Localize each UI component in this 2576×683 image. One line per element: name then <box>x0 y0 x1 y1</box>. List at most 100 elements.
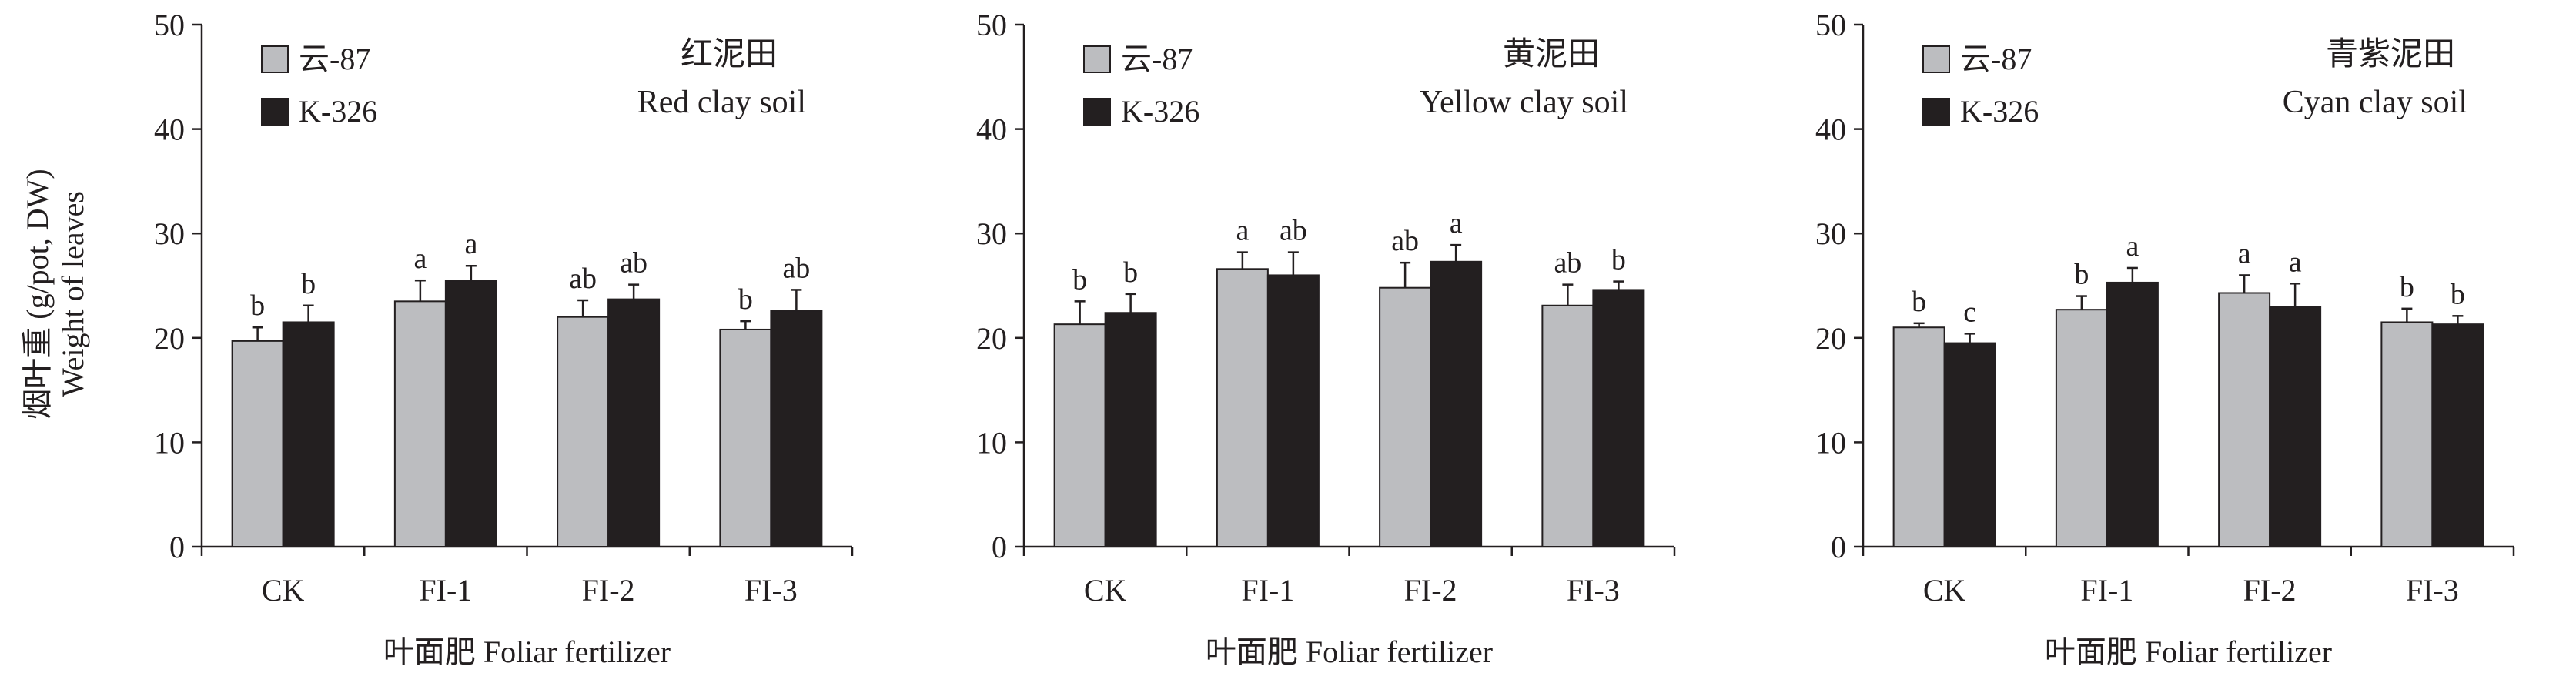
x-tick-label: FI-2 <box>2243 573 2297 608</box>
y-tick-label: 0 <box>992 530 1007 564</box>
panel-title-en: Cyan clay soil <box>2283 85 2467 120</box>
x-axis-title: 叶面肥 Foliar fertilizer <box>383 634 671 669</box>
panel-title-en: Red clay soil <box>637 85 806 120</box>
significance-letter: ab <box>782 252 810 284</box>
y-tick-label: 40 <box>1815 112 1846 147</box>
significance-letter: b <box>250 290 265 322</box>
panel-title-cn: 红泥田 <box>681 37 778 72</box>
bar-yun87 <box>1216 268 1269 547</box>
x-tick-label: FI-1 <box>1241 573 1294 608</box>
legend-swatch <box>1083 45 1111 73</box>
panel-title-en: Yellow clay soil <box>1420 85 1628 120</box>
x-tick-label: CK <box>262 573 305 608</box>
significance-letter: b <box>1912 286 1926 318</box>
bar-k326 <box>2431 323 2484 547</box>
panel-title-cn: 青紫泥田 <box>2326 37 2455 72</box>
y-tick-label: 50 <box>154 8 185 42</box>
y-tick-label: 10 <box>976 425 1007 460</box>
legend-label: 云-87 <box>299 42 370 76</box>
panel-title-cn: 黄泥田 <box>1503 37 1600 72</box>
bar-k326 <box>1266 274 1320 547</box>
y-tick-label: 20 <box>1815 321 1846 356</box>
x-axis-title: 叶面肥 Foliar fertilizer <box>1206 634 1493 669</box>
significance-letter: a <box>2238 237 2251 270</box>
x-tick-label: CK <box>1923 573 1966 608</box>
y-tick-label: 0 <box>169 530 185 564</box>
y-tick-label: 40 <box>976 112 1007 147</box>
legend-label: K-326 <box>1121 94 1199 129</box>
x-tick-label: FI-3 <box>2406 573 2459 608</box>
bar-k326 <box>2106 281 2159 547</box>
significance-letter: b <box>1611 244 1626 276</box>
x-tick-label: FI-1 <box>419 573 472 608</box>
significance-letter: b <box>2074 259 2089 291</box>
significance-letter: ab <box>569 263 597 295</box>
bar-yun87 <box>2380 321 2434 547</box>
bar-yun87 <box>1541 304 1594 547</box>
y-tick-label: 20 <box>154 321 185 356</box>
significance-letter: b <box>1072 263 1087 296</box>
significance-letter: a <box>1236 215 1249 247</box>
significance-letter: b <box>738 283 753 316</box>
bar-yun87 <box>557 316 610 547</box>
legend-swatch <box>261 98 289 126</box>
bar-k326 <box>282 321 335 547</box>
significance-letter: a <box>1450 207 1463 239</box>
y-tick-label: 30 <box>1815 216 1846 251</box>
bar-yun87 <box>2218 292 2271 547</box>
significance-letter: a <box>2126 230 2139 263</box>
y-tick-label: 10 <box>154 425 185 460</box>
x-tick-label: FI-2 <box>1404 573 1457 608</box>
y-tick-label: 50 <box>976 8 1007 42</box>
y-axis-title: 烟叶重 (g/pot, DW) Weight of leaves <box>20 169 90 420</box>
significance-letter: c <box>1963 296 1976 328</box>
y-tick-label: 0 <box>1831 530 1846 564</box>
bar-yun87 <box>1053 323 1106 547</box>
bar-yun87 <box>1892 326 1945 547</box>
x-tick-label: FI-2 <box>582 573 635 608</box>
significance-letter: a <box>464 228 477 260</box>
legend-swatch <box>261 45 289 73</box>
y-tick-label: 20 <box>976 321 1007 356</box>
x-tick-label: FI-3 <box>1567 573 1620 608</box>
bar-k326 <box>1104 312 1157 547</box>
significance-letter: a <box>413 243 427 275</box>
bar-k326 <box>2269 306 2322 547</box>
significance-letter: a <box>2289 246 2302 278</box>
bar-k326 <box>444 280 497 547</box>
bar-k326 <box>607 298 661 547</box>
y-tick-label: 30 <box>976 216 1007 251</box>
bar-k326 <box>1430 260 1483 547</box>
legend-swatch <box>1922 45 1950 73</box>
bar-k326 <box>770 310 823 547</box>
significance-letter: b <box>301 268 316 300</box>
x-tick-label: FI-3 <box>744 573 798 608</box>
chart-panel-3: 0 10 20 30 40 50 CK b c FI-1 b a FI-2 a a FI-3 b b 叶面肥 Fol… <box>1815 8 2515 669</box>
y-tick-label: 50 <box>1815 8 1846 42</box>
significance-letter: ab <box>1391 225 1419 257</box>
significance-letter: ab <box>1554 247 1581 280</box>
bar-yun87 <box>393 300 447 547</box>
x-axis-title: 叶面肥 Foliar fertilizer <box>2045 634 2332 669</box>
y-tick-label: 30 <box>154 216 185 251</box>
legend-label: K-326 <box>1960 94 2039 129</box>
significance-letter: ab <box>1280 215 1307 247</box>
bar-k326 <box>1592 289 1645 547</box>
x-tick-label: FI-1 <box>2080 573 2133 608</box>
y-axis-label-cn: 烟叶重 (g/pot, DW) <box>20 169 55 420</box>
bar-yun87 <box>231 340 284 547</box>
legend-label: 云-87 <box>1121 42 1193 76</box>
y-tick-label: 40 <box>154 112 185 147</box>
significance-letter: b <box>1123 256 1138 289</box>
significance-letter: b <box>2400 271 2414 303</box>
legend-label: 云-87 <box>1960 42 2032 76</box>
significance-letter: ab <box>620 247 647 280</box>
bar-yun87 <box>719 328 772 547</box>
y-axis-label-en: Weight of leaves <box>55 191 90 397</box>
legend-label: K-326 <box>299 94 377 129</box>
bar-k326 <box>1943 342 1996 547</box>
